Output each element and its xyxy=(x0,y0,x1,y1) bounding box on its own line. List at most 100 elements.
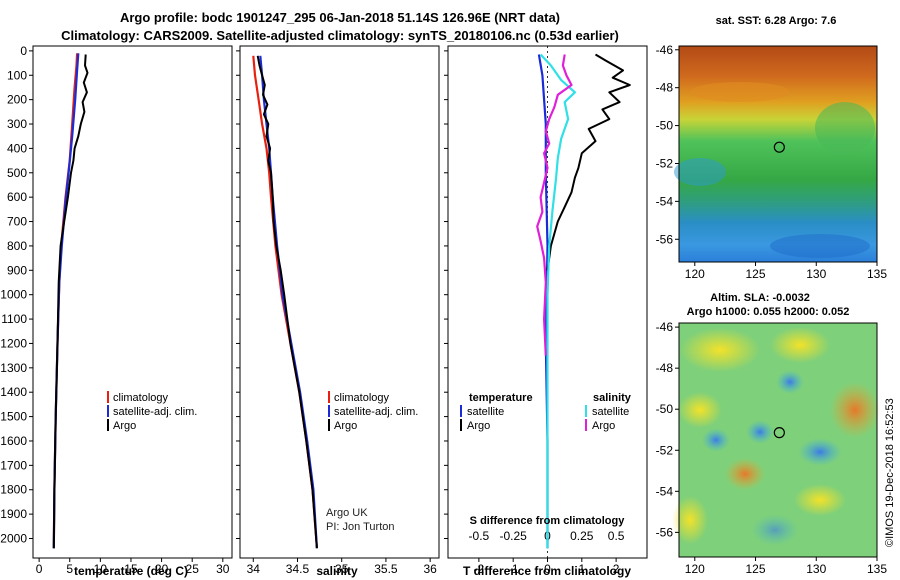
x-tick2-label: 0.5 xyxy=(608,529,625,543)
x-tick-label: 35.5 xyxy=(374,562,398,576)
temperature-series xyxy=(52,53,89,549)
map-y-tick-label: -48 xyxy=(656,81,674,95)
map-y-tick-label: -52 xyxy=(656,156,674,170)
x-tick2-label: 0.25 xyxy=(570,529,594,543)
difference-xlabel: T difference from climatology xyxy=(463,564,631,578)
sst-map-title: sat. SST: 6.28 Argo: 7.6 xyxy=(716,15,837,27)
depth-tick-label: 400 xyxy=(7,141,27,155)
sla-map-axes: 120 125 130 135 -46 -48 -50 -52 -54 -56 xyxy=(656,320,888,576)
series-line-satellite xyxy=(539,53,577,549)
sla-map: Altim. SLA: -0.0032 Argo h1000: 0.055 h2… xyxy=(656,292,888,576)
sst-argo-marker xyxy=(773,141,785,153)
depth-tick-label: 1700 xyxy=(0,458,27,472)
legend-label-s-argo: Argo xyxy=(592,420,615,432)
legend-label-satellite: satellite-adj. clim. xyxy=(113,406,197,418)
map-x-tick-label: 130 xyxy=(806,562,826,576)
imos-stamp: ©IMOS 19-Dec-2018 16:52:53 xyxy=(884,398,896,547)
depth-tick-label: 2000 xyxy=(0,531,27,545)
legend-swatch-s-satellite xyxy=(585,405,587,417)
x-tick-label: 34.5 xyxy=(286,562,310,576)
legend-label-satellite: satellite-adj. clim. xyxy=(334,406,418,418)
legend-swatch-satellite xyxy=(328,405,330,417)
legend-label-t-argo: Argo xyxy=(467,420,490,432)
x-tick-label: -2 xyxy=(474,562,485,576)
map-x-tick-label: 135 xyxy=(867,267,887,281)
sla-map-frame xyxy=(678,322,878,558)
legend-swatch-t-argo xyxy=(460,419,462,431)
depth-tick-label: 1600 xyxy=(0,434,27,448)
depth-tick-label: 1100 xyxy=(1,312,27,326)
sla-blob xyxy=(770,327,830,363)
sla-blob xyxy=(751,514,799,546)
sst-warm-band xyxy=(690,82,790,102)
chart-title-line2: Climatology: CARS2009. Satellite-adjuste… xyxy=(61,28,619,43)
depth-tick-label: 200 xyxy=(7,93,27,107)
series-line-argo xyxy=(52,54,89,549)
sst-map-frame xyxy=(678,45,878,263)
series-line-argo xyxy=(536,54,573,356)
sla-argo-marker xyxy=(773,427,785,439)
depth-tick-label: 500 xyxy=(7,166,27,180)
legend-header-temperature: temperature xyxy=(469,392,533,404)
x-tick-label: 15 xyxy=(124,562,138,576)
chart-title-line1: Argo profile: bodc 1901247_295 06-Jan-20… xyxy=(120,10,560,25)
depth-tick-label: 1400 xyxy=(0,385,27,399)
difference-x-axis: -2 -1 0 1 2-0.5 -0.25 0 0.25 0.5 xyxy=(469,529,625,576)
annotation-pi: PI: Jon Turton xyxy=(326,521,394,533)
sla-blob xyxy=(725,458,765,490)
temperature-panel-frame xyxy=(32,45,233,559)
series-line-argo xyxy=(256,55,318,549)
map-y-tick-label: -52 xyxy=(656,443,674,457)
depth-axis: 0 100 200 300 400 500 600 700 800 900 1000 1100 1200… xyxy=(0,44,448,545)
legend-swatch-t-satellite xyxy=(460,405,462,417)
sla-blob xyxy=(776,370,804,394)
x-tick-label: 35 xyxy=(335,562,349,576)
legend-swatch-satellite xyxy=(107,405,109,417)
depth-tick-label: 1000 xyxy=(0,288,27,302)
x-tick-label: 0 xyxy=(544,562,551,576)
map-y-tick-label: -48 xyxy=(656,361,674,375)
map-y-tick-label: -54 xyxy=(656,484,674,498)
x-tick-label: 1 xyxy=(578,562,585,576)
legend-label-argo: Argo xyxy=(334,420,357,432)
depth-tick-label: 1200 xyxy=(0,336,27,350)
legend-label-argo: Argo xyxy=(113,420,136,432)
map-y-tick-label: -50 xyxy=(656,402,674,416)
x-tick-label: 20 xyxy=(155,562,169,576)
sla-map-title: Altim. SLA: -0.0032 xyxy=(710,292,810,304)
temperature-x-axis: 0 5 10 15 20 25 30 xyxy=(36,558,230,576)
map-y-tick-label: -46 xyxy=(656,320,674,334)
x-tick-label: 30 xyxy=(216,562,230,576)
temperature-legend: climatology satellite-adj. clim. Argo xyxy=(107,391,197,432)
salinity-panel-frame xyxy=(239,45,440,559)
legend-swatch-argo xyxy=(107,419,109,431)
x-tick-label: 25 xyxy=(186,562,200,576)
legend-label-climatology: climatology xyxy=(334,392,390,404)
sla-blob xyxy=(830,382,880,438)
map-y-tick-label: -54 xyxy=(656,194,674,208)
legend-swatch-climatology xyxy=(107,391,109,403)
difference-xlabel2: S difference from climatology xyxy=(470,515,626,527)
map-y-tick-label: -56 xyxy=(656,525,674,539)
depth-tick-label: 100 xyxy=(7,68,27,82)
map-x-tick-label: 135 xyxy=(867,562,887,576)
sla-blob xyxy=(680,328,760,372)
difference-legend: temperature satellite Argo salinity sate… xyxy=(460,392,632,432)
x-tick-label: 2 xyxy=(613,562,620,576)
depth-tick-label: 800 xyxy=(7,239,27,253)
depth-tick-label: 600 xyxy=(7,190,27,204)
series-line-argo xyxy=(546,53,631,271)
sst-blue-patch xyxy=(674,158,726,186)
depth-tick-label: 300 xyxy=(7,117,27,131)
x-tick-label: 34 xyxy=(247,562,261,576)
sla-blob xyxy=(746,420,774,444)
x-tick2-label: -0.25 xyxy=(500,529,528,543)
annotation-argo-uk: Argo UK xyxy=(326,507,368,519)
salinity-xlabel: salinity xyxy=(316,564,358,578)
x-tick-label: 36 xyxy=(423,562,437,576)
x-tick2-label: -0.5 xyxy=(469,529,490,543)
sla-blob xyxy=(702,428,730,452)
depth-tick-label: 1800 xyxy=(0,483,27,497)
x-tick-label: 0 xyxy=(36,562,43,576)
